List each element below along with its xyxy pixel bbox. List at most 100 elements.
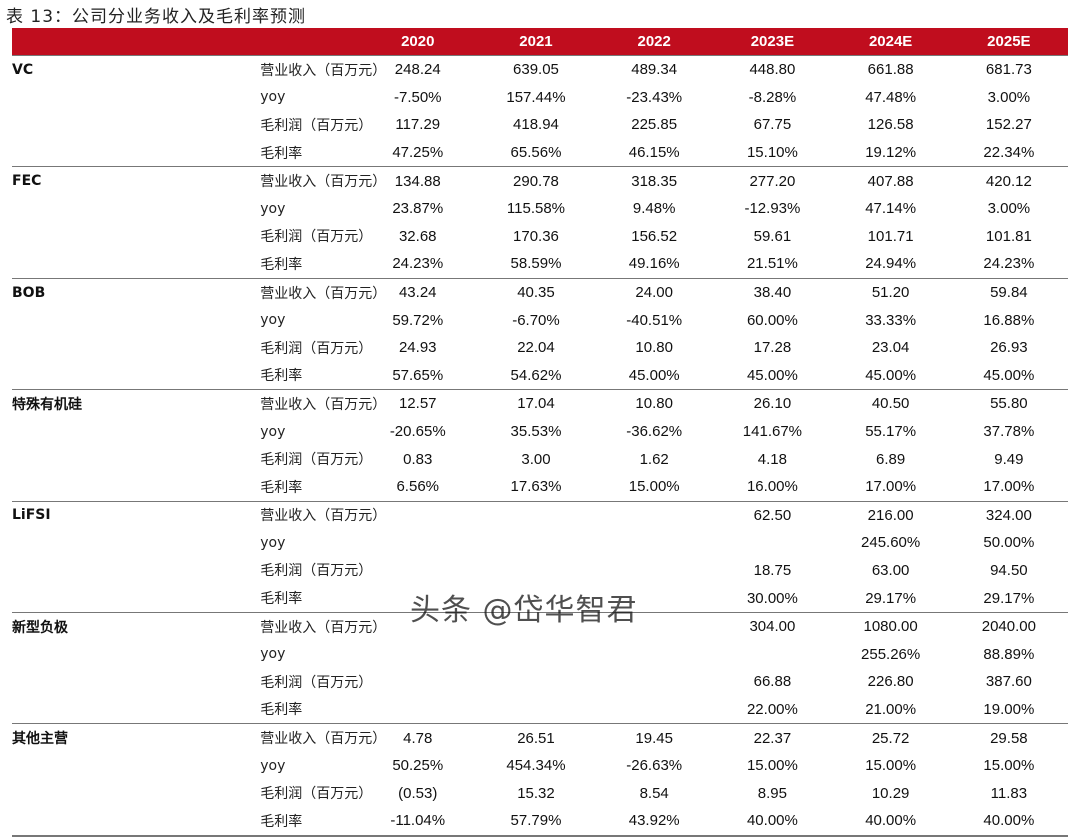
value-cell: 489.34: [595, 54, 714, 84]
table-row: 毛利率 30.00% 29.17% 29.17%: [12, 584, 1068, 612]
value-cell: 63.00: [871, 561, 910, 579]
metric-label: 毛利率: [260, 591, 303, 608]
segment-name: [12, 668, 136, 696]
metric-label: 营业收入（百万元）: [136, 389, 386, 418]
value-cell: 24.00: [595, 277, 714, 307]
value-cell: [713, 640, 831, 668]
metric-label: yoy: [260, 89, 286, 106]
value-cell: 216.00: [831, 500, 950, 530]
metric-label: 毛利润（百万元）: [260, 674, 373, 691]
value-cell: 40.00%: [713, 807, 832, 837]
value-cell: 55.17%: [865, 423, 917, 441]
value-cell: 152.27: [985, 116, 1032, 134]
value-cell: 67.75: [753, 116, 792, 134]
table-row: yoy -20.65% 35.53% -36.62% 141.67% 55.17% 37.7…: [12, 418, 1068, 446]
segment-name: [12, 779, 136, 807]
value-cell: [477, 529, 595, 557]
value-cell: [477, 696, 595, 724]
value-cell: [595, 529, 713, 557]
segment-name: [12, 418, 136, 446]
table-row: 毛利润（百万元） 66.88 226.80 387.60: [12, 668, 1068, 696]
value-cell: 101.81: [985, 227, 1032, 245]
value-cell: 2040.00: [949, 611, 1068, 641]
value-cell: 22.37: [713, 723, 832, 752]
value-cell: 17.28: [753, 339, 792, 357]
value-cell: [476, 611, 596, 641]
table-row: 其他主营 营业收入（百万元） 4.78 26.51 19.45 22.37 25.72 29.…: [12, 723, 1068, 752]
table-row: 毛利率 6.56% 17.63% 15.00% 16.00% 17.00% 17.00%: [12, 473, 1068, 501]
table-row: yoy 59.72% -6.70% -40.51% 60.00% 33.33% 16.88%: [12, 306, 1068, 334]
segment-name: [12, 584, 136, 612]
value-cell: 10.80: [595, 389, 714, 418]
value-cell: 29.58: [949, 723, 1068, 752]
table-row: 毛利率 24.23% 58.59% 49.16% 21.51% 24.94% 24.23%: [12, 250, 1068, 278]
table-row: 毛利润（百万元） 24.93 22.04 10.80 17.28 23.04 26.93: [12, 334, 1068, 362]
metric-label: 毛利润（百万元）: [260, 563, 373, 580]
value-cell: 29.17%: [983, 589, 1035, 607]
value-cell: 88.89%: [983, 645, 1035, 663]
value-cell: 26.51: [476, 723, 596, 752]
value-cell: [595, 640, 713, 668]
segment-name: FEC: [12, 166, 137, 195]
table-row: yoy 255.26% 88.89%: [12, 640, 1068, 668]
column-header: 2023E: [713, 28, 832, 56]
value-cell: 387.60: [985, 673, 1032, 691]
value-cell: [359, 668, 477, 696]
value-cell: 1.62: [639, 450, 669, 468]
value-cell: 21.00%: [865, 700, 917, 718]
value-cell: 661.88: [831, 54, 950, 84]
value-cell: 66.88: [753, 673, 792, 691]
value-cell: 65.56%: [510, 144, 562, 162]
table-row: 毛利润（百万元） 32.68 170.36 156.52 59.61 101.71 101.…: [12, 223, 1068, 251]
forecast-table: 2020 2021 2022 2023E 2024E 2025E VC 营业收入（百万元） 2…: [12, 28, 1068, 837]
column-header: 2025E: [949, 28, 1068, 56]
table-row: LiFSI 营业收入（百万元） 62.50 216.00 324.00: [12, 500, 1068, 530]
value-cell: 45.00%: [628, 366, 680, 384]
value-cell: 30.00%: [746, 589, 798, 607]
value-cell: 1080.00: [831, 611, 950, 641]
value-cell: 35.53%: [510, 423, 562, 441]
value-cell: 420.12: [949, 166, 1068, 195]
value-cell: 3.00: [521, 450, 551, 468]
value-cell: 226.80: [867, 673, 914, 691]
table-row: 毛利润（百万元） (0.53) 15.32 8.54 8.95 10.29 11.83: [12, 779, 1068, 807]
value-cell: -36.62%: [626, 423, 683, 441]
column-header: 2020: [358, 28, 477, 56]
segment-name: [12, 84, 136, 112]
value-cell: 248.24: [358, 54, 477, 84]
value-cell: 4.18: [757, 450, 787, 468]
value-cell: 22.34%: [983, 144, 1035, 162]
value-cell: 0.83: [403, 450, 433, 468]
value-cell: [595, 611, 714, 641]
value-cell: 141.67%: [742, 423, 803, 441]
value-cell: [359, 529, 477, 557]
value-cell: 8.54: [639, 784, 669, 802]
segment-name: [12, 334, 136, 362]
value-cell: 115.58%: [506, 200, 566, 218]
value-cell: 24.94%: [865, 255, 917, 273]
segment-name: [12, 362, 136, 390]
segment-name: [12, 223, 136, 251]
value-cell: 29.17%: [865, 589, 917, 607]
value-cell: 59.84: [949, 277, 1068, 307]
metric-label: 营业收入（百万元）: [136, 500, 386, 530]
value-cell: 18.75: [753, 561, 792, 579]
value-cell: 324.00: [949, 500, 1068, 530]
value-cell: 225.85: [631, 116, 678, 134]
value-cell: 47.48%: [865, 88, 917, 106]
segment-name: BOB: [12, 277, 137, 307]
value-cell: 255.26%: [861, 645, 921, 663]
segment-name: [12, 306, 136, 334]
value-cell: 38.40: [713, 277, 832, 307]
segment-name: [12, 250, 136, 278]
value-cell: [359, 557, 477, 585]
value-cell: 24.23%: [983, 255, 1035, 273]
metric-label: yoy: [260, 200, 286, 217]
value-cell: 51.20: [831, 277, 950, 307]
value-cell: 45.00%: [983, 366, 1035, 384]
table-row: VC 营业收入（百万元） 248.24 639.05 489.34 448.80 661.8…: [12, 54, 1068, 84]
value-cell: 19.00%: [983, 700, 1035, 718]
value-cell: 57.79%: [476, 807, 596, 837]
value-cell: 59.72%: [392, 311, 444, 329]
value-cell: 43.92%: [595, 807, 714, 837]
